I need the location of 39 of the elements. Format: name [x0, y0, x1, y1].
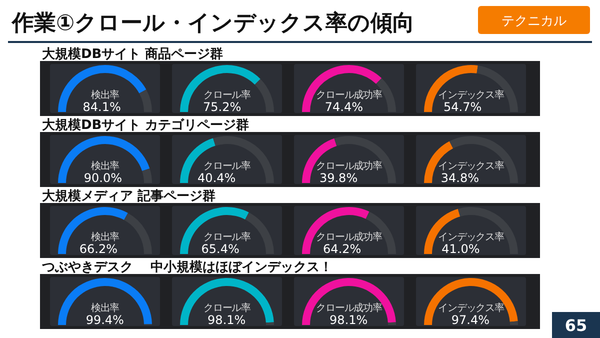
data-label: 98.1%	[208, 313, 246, 327]
text: クロール率	[203, 160, 252, 172]
data-label: 34.8%	[440, 171, 480, 185]
text: インデックス率	[438, 302, 504, 314]
text: クロール成功率	[316, 302, 382, 314]
text: 検出率	[90, 160, 120, 172]
data-label: 41.0%	[442, 242, 480, 256]
text: 大規模DBサイト カテゴリページ群	[42, 118, 250, 133]
data-label: 90.0%	[84, 171, 122, 185]
data-label: 74.4%	[324, 100, 364, 114]
data-label: 65.4%	[201, 242, 240, 256]
text: 作業①クロール・インデックス率の傾向	[11, 10, 415, 36]
text: クロール率	[203, 89, 252, 101]
text: インデックス率	[438, 89, 504, 101]
data-label: 75.2%	[203, 100, 242, 114]
text: テクニカル	[502, 14, 566, 29]
data-label: 64.2%	[323, 242, 362, 256]
text: 大規模DBサイト 商品ページ群	[42, 46, 224, 62]
data-label: 84.1%	[82, 100, 121, 114]
data-label: 40.4%	[198, 171, 236, 185]
data-label: 39.8%	[319, 171, 358, 185]
text: 65	[564, 316, 588, 335]
text: つぶやきデスク 中小規模はほぼインデックス！	[41, 260, 333, 275]
data-label: 97.4%	[451, 313, 490, 327]
text: クロール率	[203, 231, 252, 243]
data-label: 66.2%	[79, 242, 118, 256]
text: インデックス率	[438, 160, 504, 172]
text: 検出率	[90, 231, 120, 243]
data-label: 54.7%	[444, 100, 482, 114]
text: クロール成功率	[316, 231, 382, 243]
text: クロール率	[203, 302, 252, 314]
text: クロール成功率	[316, 89, 382, 101]
text: 大規模メディア 記事ページ群	[42, 188, 216, 204]
text: 検出率	[90, 89, 120, 101]
data-label: 99.4%	[86, 313, 124, 327]
text: クロール成功率	[316, 160, 382, 172]
data-label: 98.1%	[330, 313, 368, 327]
text: 検出率	[90, 302, 120, 314]
text: インデックス率	[438, 231, 504, 243]
